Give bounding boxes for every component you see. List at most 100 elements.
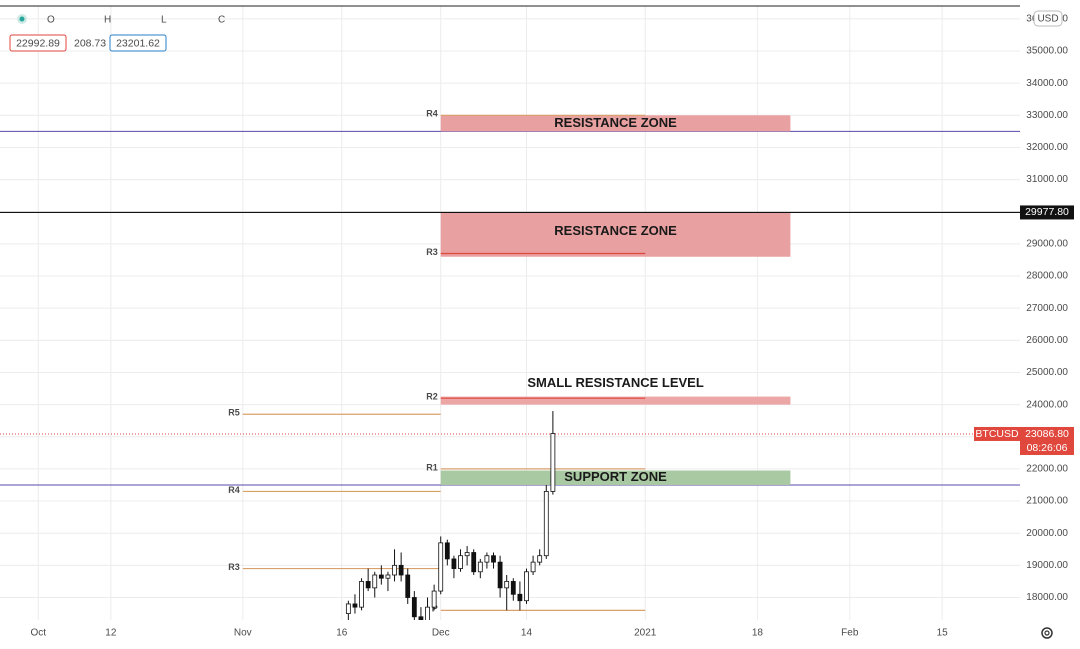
candle-body bbox=[438, 542, 444, 592]
zone-label: RESISTANCE ZONE bbox=[554, 223, 677, 238]
candle-body bbox=[524, 571, 529, 602]
x-tick-label: 18 bbox=[752, 628, 764, 639]
candle-body bbox=[359, 581, 364, 608]
candle-body bbox=[477, 561, 483, 573]
zone-label: RESISTANCE ZONE bbox=[554, 115, 677, 130]
axes: 18000.00 19000.00 20000.00 21000.00 22000.00… bbox=[30, 10, 1074, 639]
legend-value-box bbox=[9, 34, 67, 52]
candle-body bbox=[471, 552, 477, 573]
zone bbox=[440, 470, 791, 485]
x-tick-label: 16 bbox=[336, 628, 348, 639]
settings-icon[interactable] bbox=[1041, 627, 1053, 639]
gear[interactable] bbox=[1041, 627, 1053, 639]
pivot-label: R1 bbox=[426, 462, 438, 472]
pivot-label: R3 bbox=[228, 562, 240, 572]
candle-body bbox=[517, 593, 523, 602]
current-tag bbox=[1020, 426, 1074, 455]
candle-body bbox=[365, 581, 371, 589]
candle-body bbox=[464, 552, 470, 557]
currency-box[interactable] bbox=[1033, 10, 1063, 27]
y-tick-label: 18000.00 bbox=[1026, 592, 1068, 603]
candle-body bbox=[484, 555, 490, 563]
price-tag-label: 29977.80 bbox=[1025, 206, 1069, 218]
ohlc-label: L bbox=[161, 15, 167, 26]
x-tick-label: 2021 bbox=[634, 628, 657, 639]
candle-body bbox=[537, 555, 543, 563]
candle-body bbox=[405, 574, 411, 598]
candle-body bbox=[398, 564, 404, 576]
candle-body bbox=[444, 542, 450, 560]
y-tick-label: 25000.00 bbox=[1026, 367, 1068, 378]
candle-body bbox=[530, 561, 536, 573]
y-tick-label: 32000.00 bbox=[1026, 142, 1068, 153]
candle-body bbox=[378, 574, 384, 579]
candle-body bbox=[491, 555, 496, 563]
pivot-label: P bbox=[432, 604, 438, 614]
x-tick-label: Feb bbox=[841, 628, 859, 639]
ohlc-label: C bbox=[218, 15, 225, 26]
x-tick-label: Oct bbox=[30, 628, 46, 639]
x-tick-label: 14 bbox=[521, 628, 533, 639]
y-tick-label: 27000.00 bbox=[1026, 303, 1068, 314]
y-tick-label: 28000.00 bbox=[1026, 271, 1068, 282]
y-tick-label: 20000.00 bbox=[1026, 528, 1068, 539]
gear-hub[interactable] bbox=[1044, 630, 1050, 636]
price-tag bbox=[1020, 205, 1074, 220]
pivot-label: R4 bbox=[426, 109, 438, 119]
countdown-label: 08:26:06 bbox=[1027, 442, 1068, 454]
candle-body bbox=[458, 555, 463, 569]
legend-value-box bbox=[109, 34, 167, 52]
y-tick-label: 34000.00 bbox=[1026, 78, 1068, 89]
candle-body bbox=[425, 606, 430, 620]
x-tick-label: Dec bbox=[432, 628, 450, 639]
y-tick-label: 22000.00 bbox=[1026, 464, 1068, 475]
pivot-label: R3 bbox=[426, 247, 438, 257]
y-tick-label: 19000.00 bbox=[1026, 560, 1068, 571]
y-tick-label: 31000.00 bbox=[1026, 174, 1068, 185]
x-tick-label: Nov bbox=[234, 628, 252, 639]
candle-body bbox=[352, 603, 358, 608]
symbol-tag-label: BTCUSD bbox=[975, 428, 1019, 440]
x-tick-label: 12 bbox=[105, 628, 117, 639]
symbol-tag bbox=[974, 426, 1020, 441]
zone bbox=[440, 396, 791, 405]
candle-body bbox=[385, 574, 391, 579]
current-tag-label: 23086.80 bbox=[1025, 428, 1069, 440]
legend-value: 22992.89 bbox=[16, 37, 60, 49]
candle-body bbox=[451, 558, 457, 569]
candle-body bbox=[418, 616, 424, 620]
zone bbox=[440, 212, 791, 257]
candle-body bbox=[510, 581, 516, 595]
ohlc-label: O bbox=[47, 15, 55, 26]
pivot-label: R4 bbox=[228, 485, 240, 495]
y-tick-label: 33000.00 bbox=[1026, 110, 1068, 121]
y-tick-label: 21000.00 bbox=[1026, 496, 1068, 507]
y-tick-label: 26000.00 bbox=[1026, 335, 1068, 346]
y-tick-label: 35000.00 bbox=[1026, 46, 1068, 57]
ohlc-label: H bbox=[104, 15, 111, 26]
grid bbox=[0, 6, 1020, 620]
candle-body bbox=[543, 491, 549, 557]
y-tick-label: 29000.00 bbox=[1026, 239, 1068, 250]
currency-label[interactable]: USD bbox=[1037, 14, 1058, 25]
legend-value: 208.73 bbox=[74, 37, 106, 49]
candle-body bbox=[431, 590, 437, 608]
candle-body bbox=[345, 603, 351, 614]
y-tick-label: 24000.00 bbox=[1026, 399, 1068, 410]
header: O H L C 22992.89 208.73 23201.62 bbox=[9, 14, 225, 52]
status-dot-core bbox=[19, 16, 25, 22]
zone-label: SUPPORT ZONE bbox=[564, 469, 667, 484]
candle-body bbox=[372, 574, 378, 589]
candle-body bbox=[550, 433, 556, 492]
pivot-label: R2 bbox=[426, 392, 438, 402]
zone-label: SMALL RESISTANCE LEVEL bbox=[527, 375, 704, 390]
candle-body bbox=[411, 597, 417, 618]
x-tick-label: 15 bbox=[937, 628, 949, 639]
candle-body bbox=[504, 581, 510, 589]
plot-area: RESISTANCE ZONE RESISTANCE ZONE SMALL RESI… bbox=[0, 109, 1020, 620]
candle-body bbox=[497, 561, 503, 589]
legend-value: 23201.62 bbox=[116, 37, 160, 49]
pivot-label: R5 bbox=[228, 408, 240, 418]
candle-body bbox=[392, 564, 397, 576]
